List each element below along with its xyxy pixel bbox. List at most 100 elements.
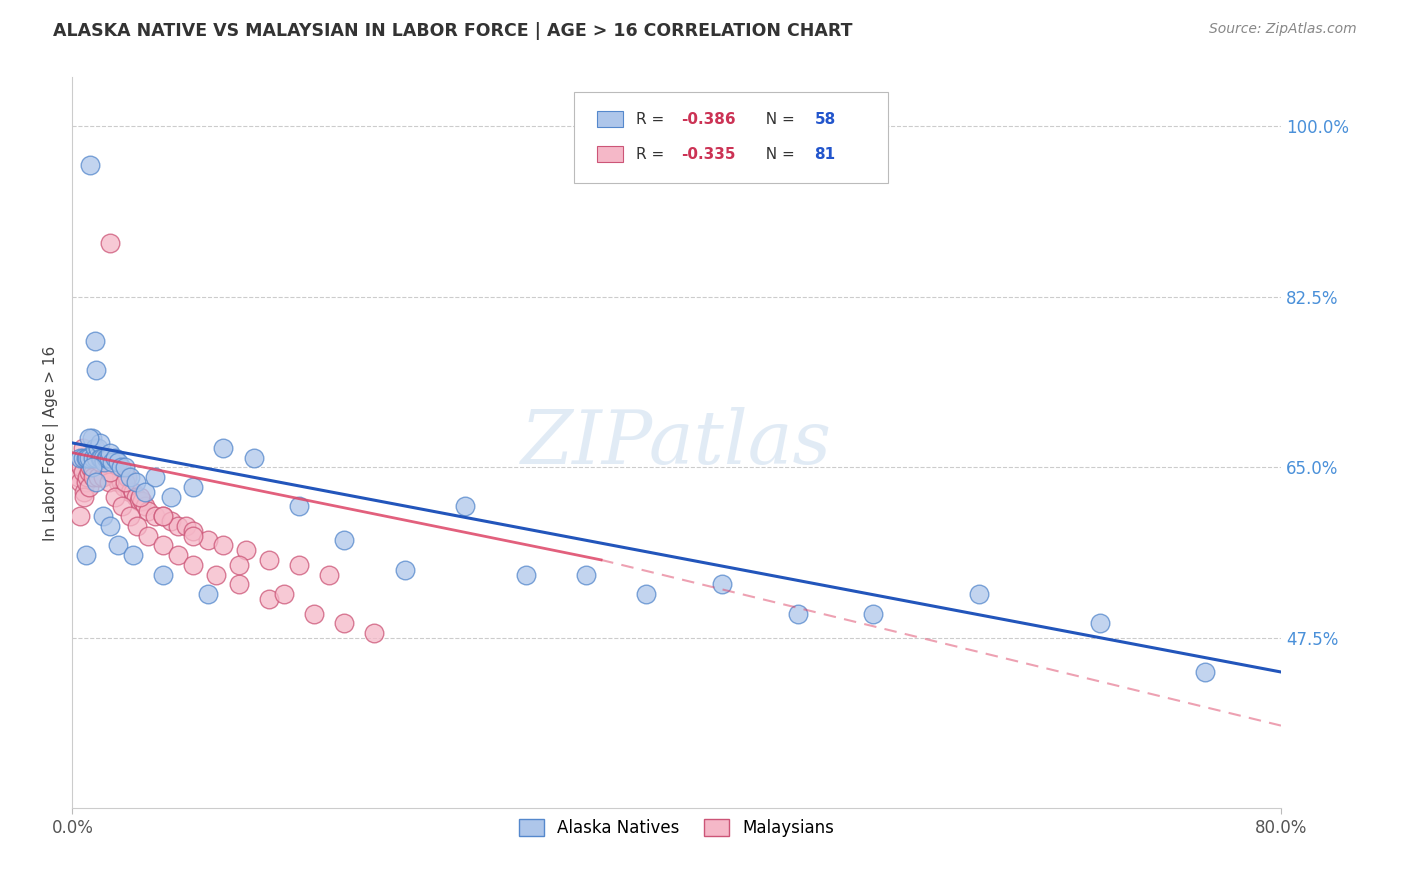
- Text: -0.335: -0.335: [682, 146, 735, 161]
- Point: [104, 450, 127, 465]
- Point: [90, 470, 112, 484]
- Point: [333, 616, 356, 631]
- Point: [181, 524, 204, 538]
- Text: N =: N =: [756, 146, 800, 161]
- Point: [93, 455, 115, 469]
- Text: ALASKA NATIVE VS MALAYSIAN IN LABOR FORCE | AGE > 16 CORRELATION CHART: ALASKA NATIVE VS MALAYSIAN IN LABOR FORC…: [53, 22, 853, 40]
- Point: [257, 553, 280, 567]
- Text: N =: N =: [756, 112, 800, 127]
- Point: [91, 450, 114, 465]
- Point: [89, 450, 111, 465]
- Point: [79, 158, 101, 172]
- Point: [97, 450, 120, 465]
- Point: [89, 465, 111, 479]
- Point: [84, 334, 107, 348]
- Point: [363, 626, 385, 640]
- Point: [134, 500, 156, 514]
- Point: [94, 450, 117, 465]
- Point: [114, 475, 136, 489]
- Point: [128, 494, 150, 508]
- Point: [181, 558, 204, 572]
- Point: [70, 460, 93, 475]
- Point: [98, 465, 121, 479]
- Text: R =: R =: [636, 112, 669, 127]
- Point: [93, 465, 115, 479]
- Y-axis label: In Labor Force | Age > 16: In Labor Force | Age > 16: [44, 345, 59, 541]
- Point: [80, 460, 103, 475]
- Point: [82, 470, 104, 484]
- Point: [212, 441, 235, 455]
- Point: [100, 460, 122, 475]
- Point: [145, 509, 167, 524]
- Point: [87, 441, 110, 455]
- Point: [167, 518, 190, 533]
- Point: [97, 475, 120, 489]
- Point: [86, 450, 108, 465]
- Point: [69, 509, 91, 524]
- Point: [96, 460, 118, 475]
- Text: Source: ZipAtlas.com: Source: ZipAtlas.com: [1209, 22, 1357, 37]
- Point: [87, 470, 110, 484]
- Point: [394, 563, 416, 577]
- Point: [110, 475, 132, 489]
- Point: [80, 450, 103, 465]
- Point: [75, 450, 97, 465]
- Point: [86, 455, 108, 469]
- Point: [72, 465, 94, 479]
- Point: [76, 470, 98, 484]
- Point: [636, 587, 658, 601]
- Point: [96, 450, 118, 465]
- Point: [228, 558, 250, 572]
- Point: [86, 475, 108, 489]
- Point: [205, 567, 228, 582]
- Point: [121, 484, 143, 499]
- Point: [288, 558, 311, 572]
- Point: [127, 518, 149, 533]
- Point: [242, 450, 264, 465]
- Point: [118, 470, 141, 484]
- Point: [333, 533, 356, 548]
- Point: [76, 450, 98, 465]
- Legend: Alaska Natives, Malaysians: Alaska Natives, Malaysians: [512, 813, 841, 844]
- Point: [104, 470, 127, 484]
- Point: [98, 445, 121, 459]
- Point: [79, 460, 101, 475]
- Text: ZIPatlas: ZIPatlas: [522, 407, 832, 479]
- Point: [69, 475, 91, 489]
- Bar: [598, 112, 623, 128]
- Point: [84, 441, 107, 455]
- Point: [108, 470, 131, 484]
- Point: [152, 567, 174, 582]
- Point: [197, 587, 219, 601]
- Point: [136, 504, 159, 518]
- Point: [302, 607, 325, 621]
- Point: [73, 484, 96, 499]
- Point: [288, 500, 311, 514]
- Point: [125, 490, 148, 504]
- Point: [104, 490, 127, 504]
- Point: [134, 484, 156, 499]
- Point: [118, 484, 141, 499]
- Point: [159, 490, 181, 504]
- Point: [72, 450, 94, 465]
- Point: [105, 465, 128, 479]
- Point: [197, 533, 219, 548]
- Point: [77, 450, 100, 465]
- Point: [111, 500, 134, 514]
- Point: [107, 538, 129, 552]
- Point: [94, 450, 117, 465]
- Point: [80, 431, 103, 445]
- Point: [91, 455, 114, 469]
- Point: [86, 363, 108, 377]
- Point: [107, 455, 129, 469]
- Point: [152, 538, 174, 552]
- Point: [318, 567, 340, 582]
- Point: [118, 509, 141, 524]
- Bar: [598, 146, 623, 162]
- Point: [235, 543, 257, 558]
- Point: [115, 470, 138, 484]
- Point: [84, 450, 107, 465]
- Point: [114, 460, 136, 475]
- Point: [77, 480, 100, 494]
- Point: [125, 475, 148, 489]
